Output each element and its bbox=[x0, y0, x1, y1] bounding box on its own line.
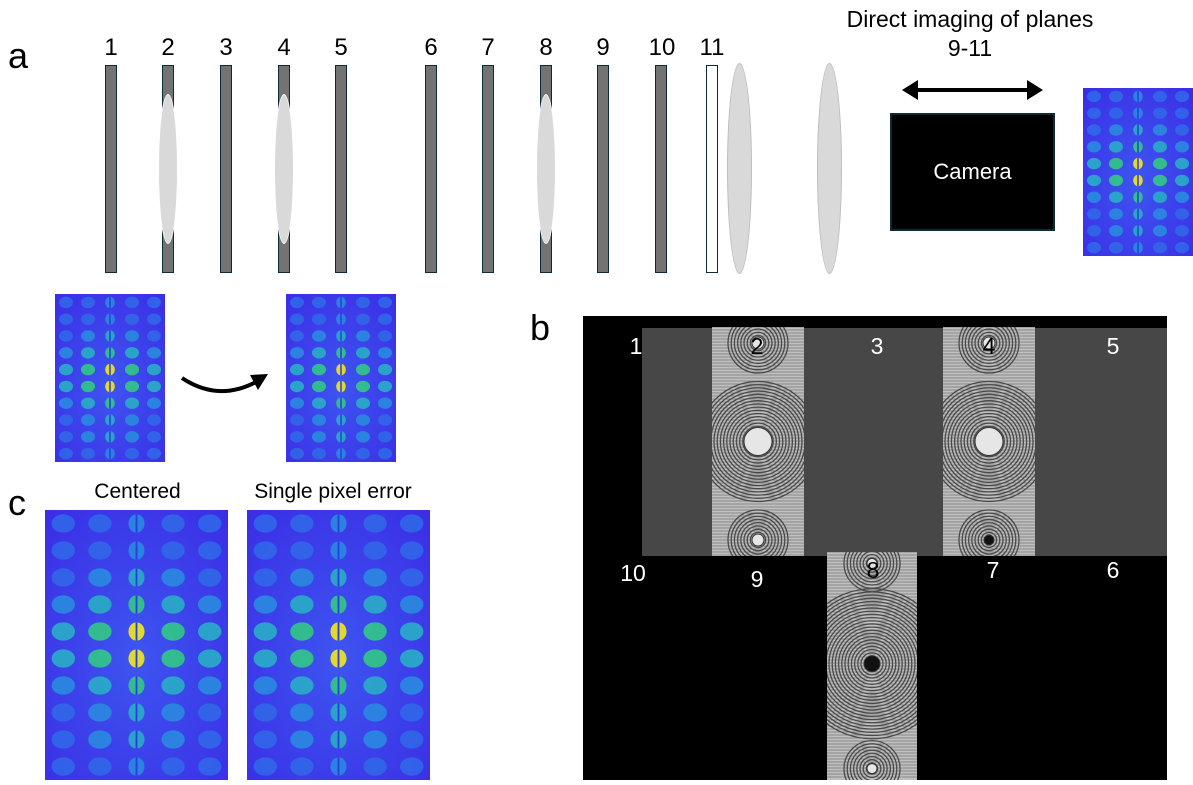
plane-label-6: 6 bbox=[424, 34, 438, 61]
panel-a-letter: a bbox=[8, 35, 29, 76]
camera-spot-image bbox=[1083, 88, 1193, 256]
slm-label-5: 5 bbox=[1106, 333, 1120, 359]
slm-label-4: 4 bbox=[982, 333, 996, 359]
panel-b-letter: b bbox=[530, 307, 551, 348]
plane-10 bbox=[655, 65, 667, 273]
rotation-arrow bbox=[180, 374, 268, 393]
slm-label-2: 2 bbox=[750, 333, 764, 359]
plane-label-9: 9 bbox=[596, 34, 610, 61]
slm-display bbox=[583, 316, 1167, 780]
relay-lens-1 bbox=[727, 63, 752, 274]
slm-label-3: 3 bbox=[870, 333, 884, 359]
spot-image-single-pixel-error bbox=[247, 510, 430, 780]
translation-double-arrow bbox=[902, 80, 1043, 100]
centered-label: Centered bbox=[94, 480, 181, 503]
plane-1 bbox=[105, 65, 117, 273]
plane-label-7: 7 bbox=[481, 34, 495, 61]
slm-label-9: 9 bbox=[750, 566, 764, 592]
lens-plane-4 bbox=[274, 94, 294, 244]
pixel-error-label: Single pixel error bbox=[254, 480, 412, 503]
plane-9 bbox=[597, 65, 609, 273]
lens-plane-8 bbox=[536, 94, 556, 244]
plane-label-4: 4 bbox=[277, 34, 291, 61]
plane-label-11: 11 bbox=[699, 34, 725, 61]
relay-lens-2 bbox=[817, 63, 842, 274]
camera-label: Camera bbox=[933, 159, 1012, 184]
plane-5 bbox=[335, 65, 347, 273]
slm-label-6: 6 bbox=[1106, 557, 1120, 583]
plane-11 bbox=[706, 65, 718, 273]
panel-c-letter: c bbox=[8, 482, 26, 523]
hologram-plane-4 bbox=[943, 327, 1035, 556]
plane-label-3: 3 bbox=[219, 34, 233, 61]
plane-7 bbox=[482, 65, 494, 273]
camera-box: Camera bbox=[890, 113, 1055, 231]
plane-3 bbox=[220, 65, 232, 273]
slm-label-1: 1 bbox=[629, 333, 643, 359]
hologram-plane-2 bbox=[712, 327, 804, 556]
spot-image-centered bbox=[45, 510, 228, 780]
plane-label-5: 5 bbox=[334, 34, 348, 61]
imaging-text-line2: 9-11 bbox=[947, 34, 993, 61]
slm-label-8: 8 bbox=[866, 557, 880, 583]
plane-6 bbox=[425, 65, 437, 273]
spot-image-after-rotation bbox=[286, 294, 396, 462]
plane-label-10: 10 bbox=[648, 34, 676, 61]
slm-label-10: 10 bbox=[620, 560, 646, 586]
imaging-description: Direct imaging of planes 9-11 bbox=[810, 5, 1130, 63]
imaging-text-line1: Direct imaging of planes bbox=[846, 6, 1094, 32]
plane-label-8: 8 bbox=[539, 34, 553, 61]
spot-image-before-rotation bbox=[55, 294, 165, 462]
slm-label-7: 7 bbox=[986, 557, 1000, 583]
plane-label-1: 1 bbox=[104, 34, 118, 61]
plane-label-2: 2 bbox=[161, 34, 175, 61]
lens-plane-2 bbox=[158, 94, 178, 244]
hologram-plane-8 bbox=[827, 552, 917, 780]
